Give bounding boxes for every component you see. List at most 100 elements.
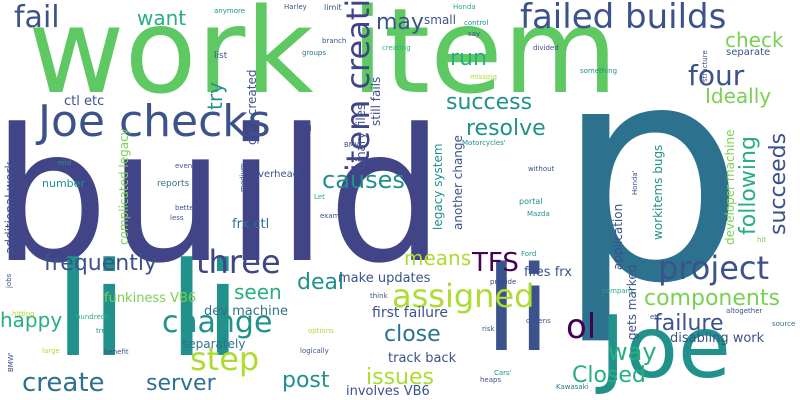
word-structure: structure (701, 50, 709, 82)
word-post: post (282, 368, 330, 393)
word-let: Let (314, 193, 325, 201)
word-mazda: Mazda (527, 210, 550, 218)
word-ideally: Ideally (705, 84, 772, 108)
word-want: want (137, 6, 187, 30)
word-failed-builds: failed builds (520, 0, 727, 37)
word-work-item: work item (28, 0, 618, 120)
word-company: company (602, 287, 635, 295)
word-li-left: li li (55, 234, 241, 386)
word-build: build (0, 90, 445, 304)
word-p: p (555, 0, 746, 349)
word-harley: Harley (284, 3, 307, 11)
word-say: say (468, 30, 481, 38)
word-dev-machine: dev machine (204, 304, 288, 319)
word-altogether: altogether (726, 307, 763, 315)
word-success: success (446, 90, 533, 115)
word-track-back: track back (388, 351, 457, 366)
word-check: check (725, 28, 784, 52)
word-happy: happy (0, 308, 63, 332)
word-control: control (464, 19, 489, 27)
word-risk: risk (482, 325, 495, 333)
word-create: create (22, 368, 105, 398)
word-benefit: benefit (104, 348, 129, 356)
word-even: even (175, 162, 193, 170)
word-ctl-etc: ctl etc (64, 94, 105, 109)
word-run: run (450, 46, 487, 71)
word-creating: creating (382, 44, 411, 52)
word-dozens: dozens (526, 317, 551, 325)
word-hundreds: hundreds (76, 313, 109, 321)
word-small: small (424, 13, 456, 27)
word-ford: Ford (521, 250, 537, 258)
word-make-updates: make updates (338, 271, 431, 286)
word-something: something (580, 67, 618, 75)
word-portal: portal (519, 197, 543, 206)
word-gets-created: gets created (245, 69, 259, 145)
word-honda-q: Honda' (631, 170, 639, 195)
word-server: server (146, 371, 216, 396)
word-workitems-bugs: workitems bugs (651, 144, 665, 240)
word-way: way (608, 338, 657, 366)
word-binary-files: binary files (354, 103, 368, 170)
word-bmw: BMW (344, 141, 362, 149)
word-resolve: resolve (466, 116, 546, 141)
word-deal: deal (297, 270, 345, 295)
word-three: three (196, 243, 281, 281)
word-components: components (644, 286, 780, 311)
word-additional-work: additional work (3, 161, 17, 254)
word-assigned: assigned (392, 277, 535, 315)
word-reports: reports (157, 179, 190, 189)
word-medium: medium (239, 163, 247, 192)
word-without: without (528, 165, 555, 173)
word-disabling-work: disabling work (670, 331, 765, 346)
word-overhead: overhead (252, 169, 300, 180)
word-project: project (658, 249, 770, 287)
word-issues: issues (366, 365, 434, 390)
word-hitting: hitting (12, 310, 35, 318)
word-application: application (611, 203, 625, 270)
word-will: will (300, 125, 312, 133)
word-heaps: heaps (480, 376, 502, 384)
word-number: number (42, 177, 85, 190)
word-change: change (162, 305, 273, 340)
word-gets-marked: gets marked (625, 264, 639, 340)
word-frx-ctl: frx ctl (232, 217, 270, 232)
word-think: think (370, 292, 388, 300)
word-close: close (384, 322, 441, 347)
word-options: options (308, 327, 334, 335)
word-joe: Joe (600, 298, 731, 398)
word-limit: limit (324, 3, 342, 12)
word-involves-vb6: involves VB6 (346, 384, 430, 399)
word-jobs: jobs (5, 273, 13, 288)
word-joe-checks: Joe checks (38, 96, 271, 147)
word-separately: separately (182, 337, 246, 351)
word-first-failure: first failure (372, 305, 449, 321)
word-following: following (736, 136, 761, 235)
word-fail: fail (14, 0, 60, 35)
word-example: example (320, 212, 351, 220)
word-li-right: li (485, 240, 551, 378)
word-four: four (688, 59, 745, 92)
word-groups: groups (302, 49, 326, 57)
word-missing: missing (470, 73, 497, 81)
word-still-fails: still fails (369, 76, 383, 126)
word-logically: logically (300, 347, 329, 355)
word-etc: etc (650, 313, 661, 321)
word-seen: seen (234, 280, 282, 304)
word-step: step (190, 340, 260, 378)
word-closed: Closed (572, 363, 646, 388)
word-ol: ol (566, 307, 597, 347)
word-kawasaki: Kawasaki (556, 383, 589, 391)
word-branch: branch (322, 37, 347, 45)
word-files-frx: files frx (524, 265, 572, 280)
word-motorcycles: Motorcycles' (462, 139, 506, 147)
word-failure: failure (654, 311, 724, 336)
word-means: means (404, 246, 472, 270)
word-source: source (772, 320, 796, 328)
word-list: list (214, 51, 228, 61)
word-tfs: TFS (472, 248, 519, 278)
word-hit: hit (757, 236, 767, 244)
word-succeeds: succeeds (766, 132, 791, 235)
word-divided: divided (533, 44, 559, 52)
